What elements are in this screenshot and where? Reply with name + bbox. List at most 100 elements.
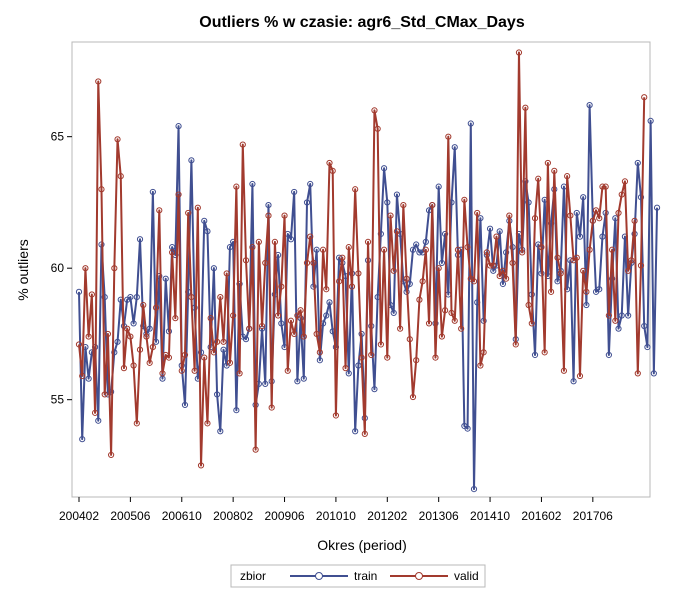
data-point-valid — [108, 451, 115, 459]
data-point-valid — [230, 312, 237, 319]
data-point-train — [85, 375, 92, 382]
data-point-valid — [159, 370, 166, 377]
data-point-train — [149, 188, 156, 196]
data-point-valid — [631, 217, 638, 224]
data-point-valid — [599, 183, 606, 190]
data-point-valid — [589, 217, 596, 224]
data-point-train — [644, 343, 651, 351]
data-point-train — [79, 436, 86, 443]
data-point-train — [233, 407, 240, 414]
data-point-train — [496, 228, 503, 235]
x-axis-label: Okres (period) — [317, 537, 406, 553]
data-point-valid — [541, 349, 548, 356]
y-axis: 55 60 65 — [51, 130, 72, 407]
data-point-valid — [332, 412, 340, 419]
data-point-valid — [294, 312, 301, 319]
data-point-train — [422, 238, 429, 245]
data-point-train — [653, 204, 661, 211]
data-point-valid — [535, 175, 542, 182]
data-point-train — [599, 233, 606, 240]
data-point-valid — [178, 367, 185, 374]
data-point-train — [371, 386, 378, 393]
data-point-valid — [422, 246, 429, 253]
data-point-valid — [371, 107, 378, 114]
data-point-valid — [368, 351, 375, 359]
data-point-valid — [602, 183, 609, 190]
x-tick-label: 200610 — [162, 509, 202, 523]
x-tick-label: 201010 — [316, 509, 356, 523]
series-valid — [75, 49, 648, 469]
data-point-valid — [217, 294, 224, 301]
x-tick-label: 200802 — [213, 509, 253, 523]
data-point-valid — [573, 254, 580, 261]
data-point-valid — [258, 322, 266, 330]
data-point-valid — [297, 307, 304, 314]
data-point-valid — [580, 267, 587, 274]
data-point-train — [220, 346, 227, 353]
data-point-valid — [605, 312, 612, 319]
data-point-valid — [275, 312, 282, 319]
legend-marker-valid — [415, 572, 423, 580]
data-point-valid — [608, 246, 616, 253]
data-point-train — [88, 349, 95, 356]
series-line-valid — [78, 51, 646, 467]
data-point-valid — [204, 420, 211, 427]
data-point-valid — [98, 186, 105, 193]
data-point-train — [127, 294, 134, 301]
y-tick-label: 65 — [51, 130, 65, 144]
chart-title: Outliers % w czasie: agr6_Std_CMax_Days — [199, 14, 525, 31]
data-point-valid — [242, 257, 250, 264]
data-point-valid — [519, 249, 526, 256]
data-point-train — [162, 275, 169, 282]
data-point-valid — [592, 207, 600, 214]
data-point-train — [210, 265, 217, 272]
data-point-train — [95, 417, 102, 424]
data-point-valid — [406, 336, 413, 343]
data-point-train — [583, 301, 590, 309]
data-point-train — [637, 194, 645, 201]
data-point-train — [435, 183, 442, 190]
data-point-train — [647, 117, 654, 125]
x-tick-label: 201602 — [521, 509, 561, 523]
data-point-valid — [361, 430, 368, 437]
data-point-valid — [438, 333, 445, 340]
data-point-valid — [300, 333, 307, 340]
data-point-valid — [364, 238, 372, 245]
data-point-train — [345, 370, 352, 377]
data-point-valid — [313, 330, 320, 338]
data-point-valid — [464, 244, 471, 251]
data-point-valid — [191, 367, 198, 374]
data-point-valid — [458, 325, 465, 332]
data-point-valid — [496, 272, 503, 280]
data-point-valid — [387, 212, 394, 219]
data-point-train — [313, 246, 320, 253]
data-point-valid — [551, 167, 558, 174]
data-point-valid — [152, 304, 160, 311]
x-axis: 200402 200506 200610 200802 200906 201010 2012… — [59, 497, 613, 523]
data-point-train — [249, 180, 256, 188]
data-point-valid — [596, 215, 603, 222]
data-point-valid — [509, 259, 516, 267]
data-point-valid — [117, 173, 124, 180]
data-point-valid — [435, 265, 442, 272]
data-point-valid — [95, 78, 102, 85]
data-point-train — [438, 259, 445, 267]
data-point-valid — [461, 196, 468, 203]
data-point-valid — [554, 254, 561, 261]
data-point-valid — [124, 325, 131, 332]
legend-marker-train — [315, 572, 323, 580]
data-point-train — [111, 349, 118, 356]
data-point-train — [300, 375, 307, 382]
data-point-train — [531, 351, 539, 359]
data-point-valid — [323, 286, 330, 293]
data-point-valid — [451, 317, 458, 324]
series-layer — [75, 49, 661, 493]
data-point-valid — [197, 462, 205, 469]
data-point-valid — [185, 209, 192, 217]
data-point-train — [486, 225, 494, 232]
data-point-valid — [149, 343, 156, 351]
data-point-train — [136, 236, 144, 243]
data-point-valid — [477, 362, 484, 369]
data-point-train — [576, 233, 584, 240]
